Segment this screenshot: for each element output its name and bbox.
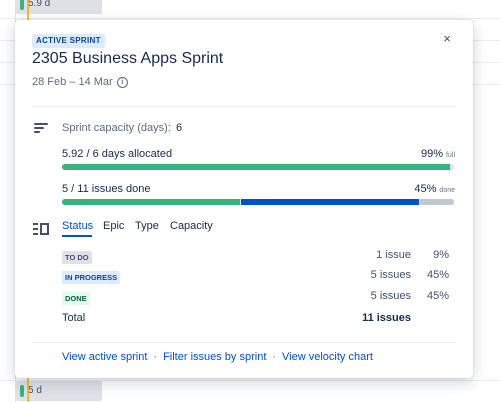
- link-separator: ·: [153, 351, 158, 363]
- sprint-title: 2305 Business Apps Sprint: [32, 50, 224, 67]
- status-badge-in-progress: IN PROGRESS: [62, 271, 121, 284]
- timeline-chip-top[interactable]: 5.9 d: [16, 0, 102, 14]
- total-label: Total: [62, 312, 86, 324]
- tab-status[interactable]: Status: [62, 220, 94, 232]
- active-sprint-badge: ACTIVE SPRINT: [32, 34, 105, 48]
- to-do-count: 1 issue: [376, 249, 411, 261]
- allocation-percent: 99% full: [421, 148, 455, 160]
- tab-type[interactable]: Type: [135, 220, 159, 232]
- capacity-label: Sprint capacity (days):: [62, 122, 171, 134]
- issues-done-percent-value: 45%: [414, 183, 437, 195]
- allocation-label: 5.92 / 6 days allocated: [62, 148, 173, 160]
- timeline-row-line: [0, 380, 500, 381]
- close-icon[interactable]: ×: [443, 31, 451, 46]
- timeline-chip-bottom[interactable]: 5 d: [16, 381, 102, 401]
- grip-handle-icon: [20, 0, 24, 10]
- issues-done-label: 5 / 11 issues done: [62, 183, 151, 195]
- capacity-lines-icon: [34, 123, 48, 133]
- done-count: 5 issues: [370, 290, 411, 302]
- in-progress-count: 5 issues: [370, 269, 411, 281]
- bar-segment-in-progress: [241, 199, 420, 205]
- status-badge-done: DONE: [62, 292, 90, 305]
- view-active-sprint-link[interactable]: View active sprint: [62, 351, 148, 363]
- tab-epic[interactable]: Epic: [103, 220, 125, 232]
- active-tab-indicator: [62, 235, 92, 237]
- sprint-dates: 28 Feb – 14 Mar i: [32, 76, 128, 88]
- chip-label: 5 d: [28, 385, 42, 396]
- footer-links: View active sprint · Filter issues by sp…: [62, 351, 373, 363]
- view-velocity-chart-link[interactable]: View velocity chart: [282, 351, 373, 363]
- allocation-percent-value: 99%: [420, 148, 443, 160]
- total-count: 11 issues: [362, 312, 411, 324]
- to-do-percent: 9%: [433, 249, 449, 261]
- issues-done-percent: 45% done: [414, 183, 455, 195]
- allocation-bar-fill: [62, 164, 451, 170]
- sprint-date-range: 28 Feb – 14 Mar: [32, 76, 113, 88]
- grip-handle-icon: [20, 385, 24, 397]
- issues-done-percent-suffix: done: [439, 187, 455, 194]
- issues-status-bar: [62, 199, 454, 205]
- in-progress-percent: 45%: [426, 269, 449, 281]
- tab-capacity[interactable]: Capacity: [170, 220, 213, 232]
- bar-segment-done: [62, 199, 241, 205]
- chip-label: 5.9 d: [28, 0, 51, 9]
- filter-issues-by-sprint-link[interactable]: Filter issues by sprint: [163, 351, 267, 363]
- sprint-popup: ACTIVE SPRINT × 2305 Business Apps Sprin…: [15, 20, 473, 378]
- timeline-row-line: [0, 18, 500, 19]
- allocation-percent-suffix: full: [446, 152, 455, 159]
- divider: [32, 106, 456, 107]
- divider: [32, 342, 456, 343]
- capacity-value: 6: [176, 122, 183, 134]
- status-badge-to-do: TO DO: [62, 251, 92, 264]
- bar-segment-to-do: [420, 199, 454, 205]
- board-icon: [33, 223, 49, 235]
- done-percent: 45%: [426, 290, 449, 302]
- allocation-bar: [62, 164, 454, 170]
- info-icon[interactable]: i: [116, 76, 128, 88]
- link-separator: ·: [272, 351, 277, 363]
